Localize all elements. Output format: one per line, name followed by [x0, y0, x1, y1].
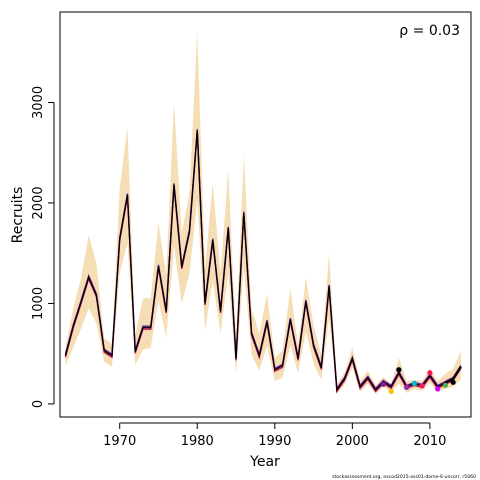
peel-point — [427, 370, 433, 376]
y-tick-label: 0 — [31, 400, 46, 408]
peel-point — [442, 382, 449, 388]
x-tick-label: 1980 — [181, 434, 214, 449]
peel-point — [435, 386, 441, 392]
x-axis: 1970 1980 1990 2000 2010 — [103, 422, 446, 449]
retro-peel-points — [380, 367, 456, 394]
y-axis: 0 1000 2000 3000 — [31, 86, 55, 408]
series-line — [64, 130, 462, 392]
peel-point — [396, 367, 402, 373]
plot-frame — [59, 11, 472, 418]
series-tail — [444, 366, 462, 384]
peel-point — [388, 388, 394, 394]
y-tick-label: 3000 — [31, 86, 46, 119]
y-tick-label: 2000 — [31, 186, 46, 219]
peel-point — [450, 379, 456, 385]
peel-point — [404, 384, 410, 390]
x-tick-label: 1970 — [103, 434, 136, 449]
source-credit: stockassessment.org, nscod2015-ass01-dom… — [332, 474, 476, 480]
y-tick-label: 1000 — [31, 287, 46, 320]
peel-point — [411, 380, 417, 386]
rho-annotation: ρ = 0.03 — [399, 23, 460, 39]
recruits-line — [64, 130, 462, 392]
x-tick-label: 1990 — [258, 434, 291, 449]
y-axis-title: Recruits — [10, 187, 26, 244]
peel-point — [419, 383, 425, 389]
x-tick-label: 2000 — [336, 434, 369, 449]
peel-point — [380, 381, 386, 387]
x-tick-label: 2010 — [413, 434, 446, 449]
x-axis-title: Year — [249, 454, 280, 470]
